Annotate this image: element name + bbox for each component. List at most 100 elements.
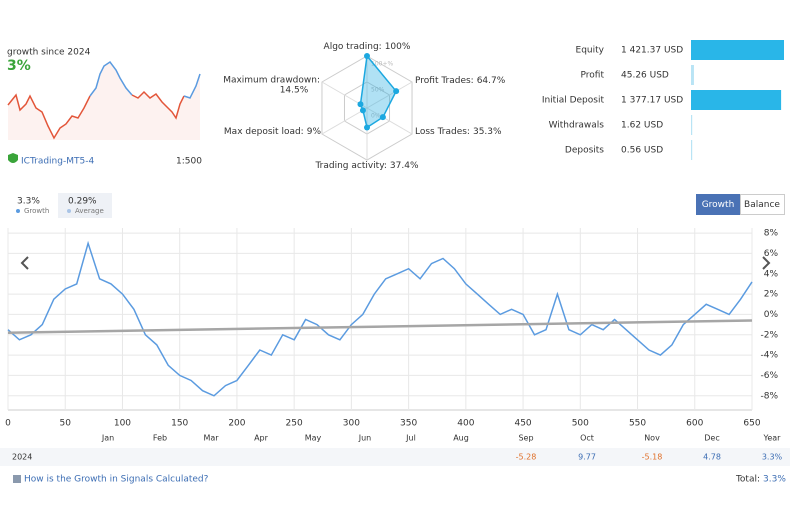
x-tick-label: 0 xyxy=(5,419,11,429)
month-label: Feb xyxy=(153,434,167,443)
x-tick-label: 650 xyxy=(743,419,760,429)
radar-tick-label: 50% xyxy=(371,87,385,94)
info-icon xyxy=(13,475,21,483)
radar-label: Trading activity: 37.4% xyxy=(314,161,418,171)
x-tick-label: 300 xyxy=(343,419,360,429)
radar-label-value: 100% xyxy=(385,42,411,52)
next-arrow[interactable] xyxy=(762,256,771,270)
sparkline xyxy=(7,60,201,140)
y-tick-label: 6% xyxy=(764,249,779,259)
tab-value: 0.29% xyxy=(68,197,97,207)
stat-bar xyxy=(691,115,693,135)
radar-label: Loss Trades: 35.3% xyxy=(415,127,502,137)
month-growth: -5.28 xyxy=(516,453,537,462)
y-tick-label: -8% xyxy=(760,391,778,401)
y-tick-label: -4% xyxy=(760,351,778,361)
radar-spoke xyxy=(321,107,368,135)
account-link[interactable]: ICTrading-MT5-4 xyxy=(21,157,94,167)
tab-growth[interactable] xyxy=(8,193,56,218)
help-link[interactable]: How is the Growth in Signals Calculated? xyxy=(24,475,209,485)
tab-label: Average xyxy=(75,207,104,215)
month-label: Mar xyxy=(203,434,219,443)
x-tick-label: 350 xyxy=(400,419,417,429)
year-row-bg xyxy=(0,448,790,466)
month-growth: 9.77 xyxy=(578,453,596,462)
radar-point xyxy=(379,114,386,121)
radar-label-name: Loss Trades: xyxy=(415,127,470,137)
verified-icon xyxy=(8,153,18,163)
y-tick-label: 4% xyxy=(764,269,779,279)
month-label: Apr xyxy=(254,434,269,443)
y-tick-label: 8% xyxy=(764,229,779,239)
leverage: 1:500 xyxy=(176,157,202,167)
tab-value: 3.3% xyxy=(17,197,40,207)
radar-point xyxy=(393,88,400,95)
month-growth: -5.18 xyxy=(642,453,663,462)
x-tick-label: 400 xyxy=(457,419,474,429)
x-tick-label: 550 xyxy=(629,419,646,429)
radar-point xyxy=(357,101,364,108)
month-label: Jul xyxy=(405,434,416,443)
radar-label-value: 37.4% xyxy=(390,161,419,171)
radar-label-name: Algo trading: xyxy=(324,42,382,52)
y-tick-label: -6% xyxy=(760,371,778,381)
growth-caption: growth since 2024 xyxy=(7,48,91,58)
stat-value: 1 421.37 USD xyxy=(621,46,683,56)
year-label: 2024 xyxy=(12,453,32,462)
x-tick-label: 600 xyxy=(686,419,703,429)
radar-label-name: Profit Trades: xyxy=(415,76,474,86)
total-value: 3.3% xyxy=(763,475,786,485)
stat-label: Equity xyxy=(576,46,605,56)
radar-spoke xyxy=(366,81,413,109)
stat-value: 0.56 USD xyxy=(621,146,663,156)
tab-dot xyxy=(16,209,20,213)
y-tick-label: 2% xyxy=(764,290,779,300)
x-tick-label: 200 xyxy=(228,419,245,429)
radar-spoke xyxy=(366,107,413,135)
radar-label-name: Trading activity: xyxy=(314,161,386,171)
growth-value: 3% xyxy=(7,58,31,74)
month-label: Sep xyxy=(518,434,533,443)
tab-dot xyxy=(67,209,71,213)
x-tick-label: 50 xyxy=(60,419,72,429)
radar-label-name: Max deposit load: xyxy=(224,127,304,137)
radar-point xyxy=(359,107,366,114)
stat-label: Initial Deposit xyxy=(542,96,605,106)
month-growth: 4.78 xyxy=(703,453,721,462)
radar-tick-label: 0% xyxy=(371,113,381,120)
chart-button-label: Growth xyxy=(702,200,735,210)
x-tick-label: 500 xyxy=(572,419,589,429)
radar-label: Maximum drawdown: xyxy=(223,76,320,86)
tab-average[interactable] xyxy=(58,193,112,218)
x-tick-label: 100 xyxy=(114,419,131,429)
radar-label-value: 64.7% xyxy=(477,76,506,86)
growth-line xyxy=(7,240,753,397)
stat-label: Deposits xyxy=(565,146,604,156)
stat-bar xyxy=(691,40,784,60)
stat-label: Profit xyxy=(581,71,605,81)
total-caption: Total: xyxy=(735,475,760,485)
radar-value: 14.5% xyxy=(280,86,309,96)
radar-label-value: 9% xyxy=(307,127,322,137)
radar-label-value: 35.3% xyxy=(473,127,502,137)
radar-label: Algo trading: 100% xyxy=(324,42,411,52)
y-tick-label: -2% xyxy=(760,330,778,340)
prev-arrow[interactable] xyxy=(20,256,29,270)
x-tick-label: 250 xyxy=(286,419,303,429)
growth-button[interactable] xyxy=(696,194,740,215)
year-total: 3.3% xyxy=(762,453,783,462)
tab-label: Growth xyxy=(24,207,49,215)
stat-value: 1 377.17 USD xyxy=(621,96,683,106)
month-label: Nov xyxy=(644,434,660,443)
balance-button[interactable] xyxy=(740,194,785,215)
stat-bar xyxy=(691,65,694,85)
chart-button-label: Balance xyxy=(744,200,780,210)
stat-value: 45.26 USD xyxy=(621,71,669,81)
radar-label: Max deposit load: 9% xyxy=(224,127,322,137)
month-label: Aug xyxy=(453,434,469,443)
month-label: May xyxy=(305,434,322,443)
trend-line xyxy=(7,319,753,334)
radar-label: Profit Trades: 64.7% xyxy=(415,76,506,86)
month-label: Year xyxy=(763,434,782,443)
